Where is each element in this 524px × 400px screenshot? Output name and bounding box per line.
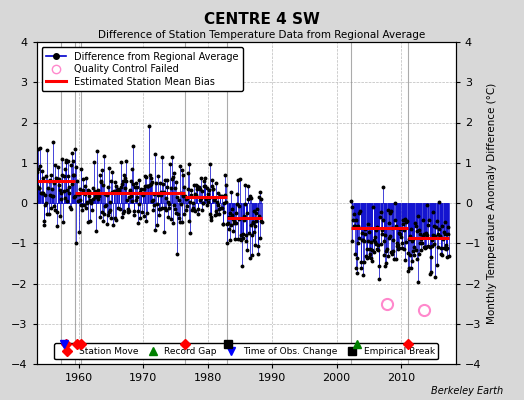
Y-axis label: Monthly Temperature Anomaly Difference (°C): Monthly Temperature Anomaly Difference (… <box>487 82 497 324</box>
Text: Difference of Station Temperature Data from Regional Average: Difference of Station Temperature Data f… <box>99 30 425 40</box>
Text: CENTRE 4 SW: CENTRE 4 SW <box>204 12 320 27</box>
Text: Berkeley Earth: Berkeley Earth <box>431 386 503 396</box>
Legend: Station Move, Record Gap, Time of Obs. Change, Empirical Break: Station Move, Record Gap, Time of Obs. C… <box>54 343 438 360</box>
